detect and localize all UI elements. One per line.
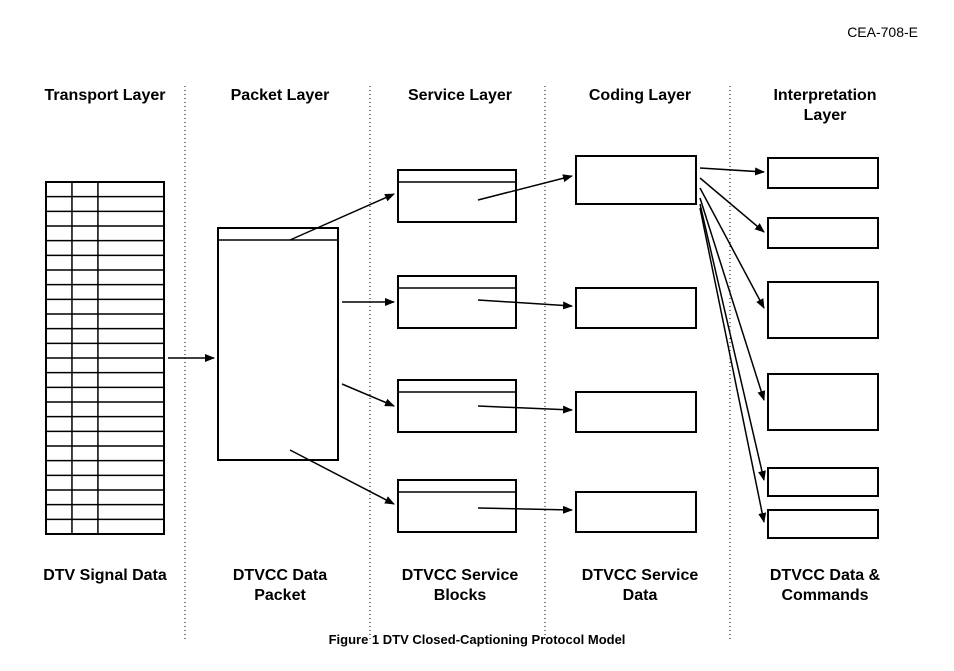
col-header-transport: Transport Layer: [45, 87, 166, 104]
dtvcc-service-data-block: [576, 288, 696, 328]
diagram-canvas: Transport Layer Packet Layer Service Lay…: [0, 0, 954, 671]
dtvcc-service-block: [398, 170, 516, 222]
col-footer-coding-line2: Data: [623, 587, 658, 604]
flow-arrow: [700, 208, 764, 522]
col-header-interpretation-line2: Layer: [804, 107, 847, 124]
col-header-service: Service Layer: [408, 87, 512, 104]
col-footer-transport: DTV Signal Data: [43, 567, 167, 584]
col-header-packet: Packet Layer: [231, 87, 330, 104]
dtvcc-data-command-block: [768, 218, 878, 248]
dtvcc-service-data-block: [576, 492, 696, 532]
dtvcc-data-command-block: [768, 468, 878, 496]
flow-arrow: [700, 168, 764, 172]
dtvcc-service-block: [398, 480, 516, 532]
col-footer-interpretation-line1: DTVCC Data &: [770, 567, 881, 584]
col-footer-packet-line2: Packet: [254, 587, 306, 604]
col-footer-packet-line1: DTVCC Data: [233, 567, 327, 584]
dtvcc-data-command-block: [768, 510, 878, 538]
dtvcc-service-data-block: [576, 392, 696, 432]
col-footer-service-line2: Blocks: [434, 587, 487, 604]
dtvcc-data-packet: [218, 228, 338, 460]
flow-arrow: [342, 384, 394, 406]
col-footer-coding-line1: DTVCC Service: [582, 567, 699, 584]
figure-caption: Figure 1 DTV Closed-Captioning Protocol …: [329, 632, 626, 647]
dtvcc-service-data-block: [576, 156, 696, 204]
col-header-interpretation-line1: Interpretation: [773, 87, 876, 104]
dtvcc-service-block: [398, 380, 516, 432]
flow-arrow: [700, 204, 764, 480]
flow-arrow: [290, 450, 394, 504]
flow-arrow: [700, 198, 764, 400]
col-footer-service-line1: DTVCC Service: [402, 567, 519, 584]
dtvcc-data-command-block: [768, 374, 878, 430]
dtvcc-data-command-block: [768, 158, 878, 188]
col-footer-interpretation-line2: Commands: [781, 587, 868, 604]
flow-arrow: [290, 194, 394, 240]
dtvcc-data-command-block: [768, 282, 878, 338]
col-header-coding: Coding Layer: [589, 87, 691, 104]
